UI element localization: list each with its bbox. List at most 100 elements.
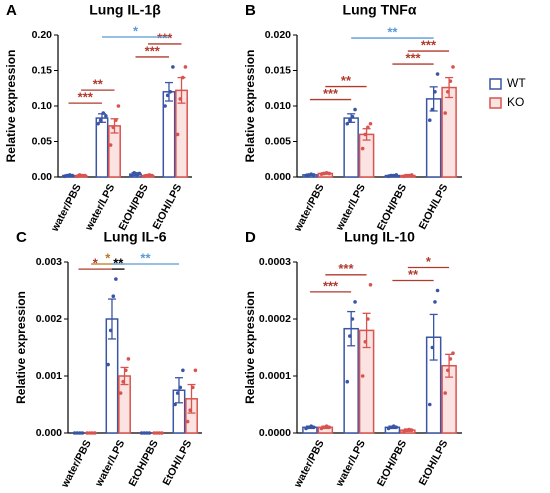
data-point: [312, 173, 316, 177]
data-point: [435, 288, 440, 293]
x-tick-label: water/LPS: [92, 438, 127, 489]
data-point: [427, 402, 432, 407]
data-point: [85, 431, 89, 435]
data-point: [104, 114, 108, 118]
y-tick-label: 0.015: [265, 64, 291, 76]
y-tick-label: 0.010: [265, 100, 291, 112]
data-point: [152, 431, 156, 435]
legend-swatch: [489, 97, 502, 109]
data-point: [96, 121, 100, 126]
data-point: [93, 431, 97, 435]
x-tick-label: EtOH/LPS: [417, 438, 451, 487]
data-point: [111, 125, 116, 130]
data-point: [121, 379, 126, 384]
data-point: [404, 173, 409, 178]
data-point: [118, 391, 123, 395]
data-point: [368, 283, 373, 287]
data-point: [394, 173, 399, 177]
x-tick-label: water/PBS: [291, 182, 326, 234]
panel-letter: A: [6, 2, 17, 19]
data-point: [409, 173, 414, 177]
y-tick-label: 0.20: [32, 29, 53, 41]
data-point: [394, 425, 399, 430]
data-point: [157, 431, 162, 435]
data-point: [366, 317, 370, 321]
data-point: [75, 431, 79, 435]
significance-label: ***: [323, 278, 339, 293]
y-axis-title: Relative expression: [4, 50, 18, 163]
data-point: [154, 431, 159, 435]
data-point: [111, 294, 116, 299]
x-tick-label: EtOH/PBS: [116, 182, 150, 232]
significance-label: ***: [323, 86, 339, 101]
x-tick-label: EtOH/PBS: [375, 182, 409, 232]
data-point: [80, 173, 85, 178]
significance-label: **: [113, 256, 124, 271]
x-tick-label: water/PBS: [58, 438, 93, 490]
y-axis-title: Relative expression: [243, 50, 257, 163]
y-tick-label: 0.15: [32, 64, 53, 76]
y-tick-label: 0.002: [36, 313, 62, 325]
data-point: [368, 121, 373, 126]
data-point: [433, 90, 437, 94]
y-tick-label: 0.05: [32, 135, 53, 147]
data-point: [445, 368, 450, 373]
significance-label: **: [140, 250, 151, 265]
significance-label: *: [93, 256, 99, 271]
data-point: [363, 340, 368, 344]
data-point: [327, 171, 332, 176]
y-tick-label: 0.000: [36, 427, 62, 439]
significance-label: ***: [405, 50, 421, 65]
data-point: [163, 104, 167, 108]
data-point: [360, 146, 365, 151]
x-tick-label: water/LPS: [333, 182, 368, 233]
data-point: [363, 132, 368, 137]
data-point: [139, 431, 144, 435]
y-tick-label: 0.00: [32, 171, 53, 183]
x-tick-label: EtOH/LPS: [160, 438, 194, 487]
data-point: [137, 171, 142, 176]
x-tick-label: water/LPS: [333, 438, 368, 489]
data-point: [90, 431, 95, 435]
data-point: [345, 379, 350, 384]
legend-swatch: [489, 78, 502, 90]
data-point: [193, 368, 198, 373]
data-point: [427, 118, 432, 122]
significance-label: **: [387, 24, 398, 39]
data-point: [160, 431, 164, 435]
chart-title: Lung IL-1β: [89, 2, 161, 18]
panel-letter: C: [16, 229, 27, 246]
data-point: [443, 111, 447, 115]
panel: C Lung IL-6 Relative expression 0.000 0.001 0…: [14, 229, 202, 490]
significance-label: ***: [157, 30, 173, 45]
data-point: [327, 425, 332, 430]
data-point: [185, 419, 190, 424]
y-tick-label: 0.020: [265, 29, 291, 41]
data-point: [168, 90, 173, 94]
significance-label: **: [93, 77, 104, 92]
y-tick-label: 0.001: [36, 370, 62, 382]
bar: [441, 86, 457, 178]
data-point: [433, 300, 437, 304]
data-point: [451, 65, 455, 69]
data-point: [114, 277, 118, 281]
data-point: [132, 170, 136, 175]
data-point: [83, 173, 87, 178]
panel: A Lung IL-1β Relative expression 0.00 0.05 0.…: [4, 2, 192, 234]
data-point: [173, 402, 177, 407]
data-point: [183, 65, 188, 69]
data-point: [144, 431, 149, 435]
x-tick-label: EtOH/PBS: [126, 438, 160, 488]
significance-label: *: [105, 250, 111, 265]
data-point: [124, 368, 128, 373]
data-point: [451, 351, 455, 356]
y-tick-label: 0.0000: [259, 427, 291, 439]
legend-label: KO: [507, 95, 524, 109]
panel: B Lung TNFα Relative expression 0.000 0.005 0…: [243, 2, 462, 234]
data-point: [348, 118, 352, 122]
significance-label: ***: [338, 261, 354, 276]
data-point: [445, 90, 450, 94]
panel-letter: D: [245, 229, 256, 246]
y-tick-label: 0.003: [36, 256, 62, 268]
